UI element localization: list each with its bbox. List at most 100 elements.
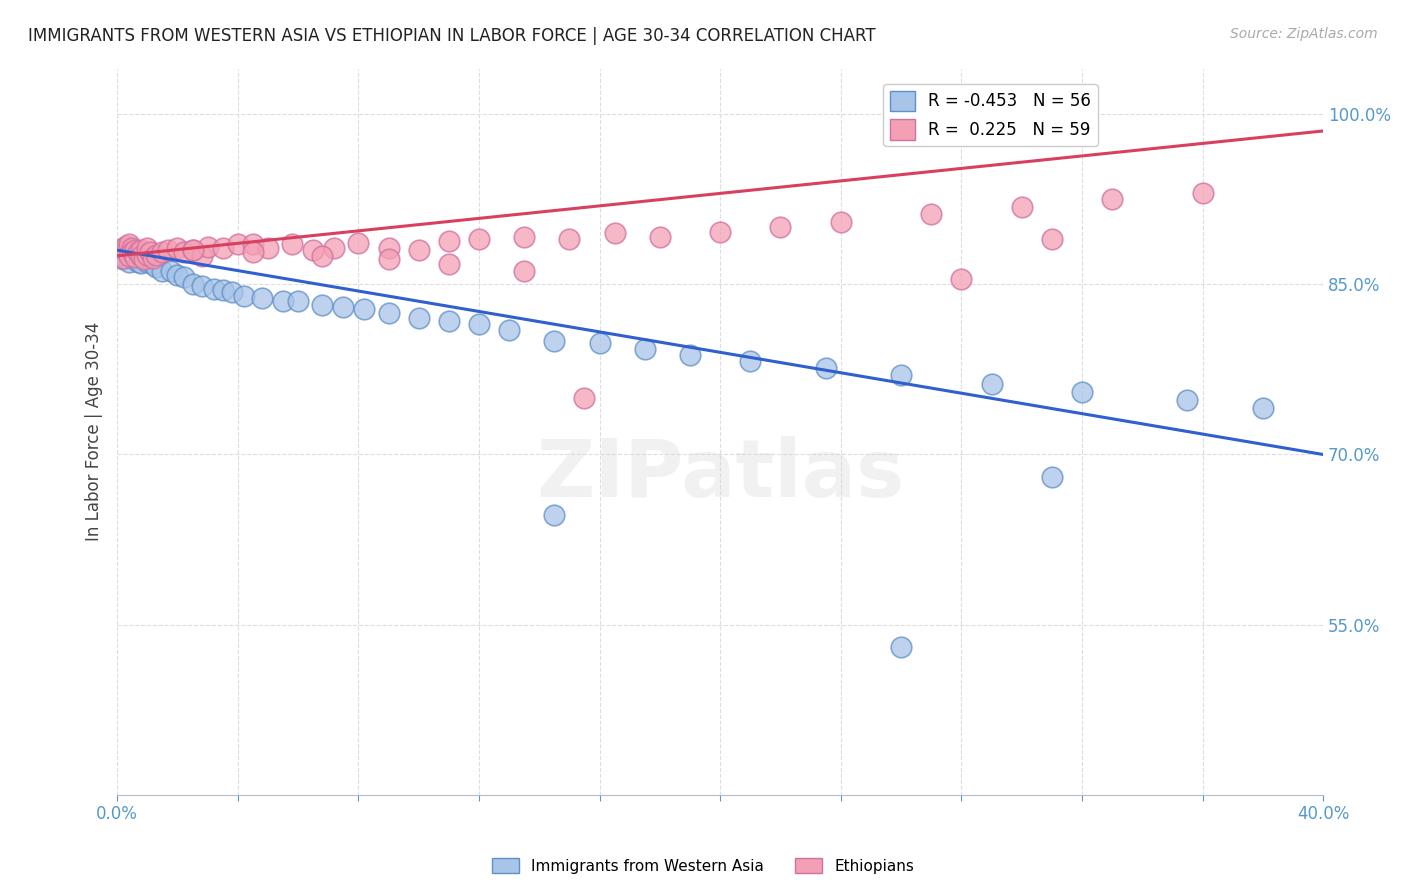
Point — [437, 234, 460, 248]
Y-axis label: In Labor Force | Age 30-34: In Labor Force | Age 30-34 — [86, 322, 103, 541]
Point — [377, 252, 399, 267]
Point — [332, 300, 354, 314]
Point — [250, 291, 273, 305]
Point — [190, 249, 212, 263]
Point — [152, 263, 174, 277]
Point — [181, 243, 204, 257]
Point — [136, 248, 159, 262]
Point — [124, 248, 146, 262]
Point — [152, 245, 174, 260]
Point — [709, 225, 731, 239]
Point — [127, 245, 149, 260]
Point — [980, 377, 1002, 392]
Point — [634, 342, 657, 356]
Point — [181, 243, 204, 257]
Point — [226, 237, 249, 252]
Point — [145, 260, 167, 275]
Point — [142, 257, 165, 271]
Point — [197, 240, 219, 254]
Point — [769, 220, 792, 235]
Point — [115, 243, 138, 257]
Point — [558, 232, 581, 246]
Point — [173, 270, 195, 285]
Point — [468, 232, 491, 246]
Point — [139, 249, 162, 263]
Point — [134, 252, 156, 267]
Point — [124, 243, 146, 257]
Point — [124, 250, 146, 264]
Point — [173, 245, 195, 260]
Point — [166, 268, 188, 282]
Point — [437, 313, 460, 327]
Point — [121, 245, 143, 260]
Text: Source: ZipAtlas.com: Source: ZipAtlas.com — [1230, 27, 1378, 41]
Point — [108, 248, 131, 262]
Point — [287, 294, 309, 309]
Point — [498, 323, 520, 337]
Point — [112, 251, 135, 265]
Point — [588, 336, 610, 351]
Point — [136, 254, 159, 268]
Point — [347, 236, 370, 251]
Point — [353, 302, 375, 317]
Point — [1101, 192, 1123, 206]
Point — [108, 248, 131, 262]
Point — [1071, 385, 1094, 400]
Point — [136, 251, 159, 265]
Point — [242, 245, 264, 260]
Point — [121, 241, 143, 255]
Point — [131, 251, 153, 265]
Point — [271, 294, 294, 309]
Point — [257, 241, 280, 255]
Point — [121, 245, 143, 260]
Point — [377, 305, 399, 319]
Point — [408, 311, 430, 326]
Point — [920, 207, 942, 221]
Point — [323, 241, 346, 255]
Point — [543, 508, 565, 522]
Point — [408, 243, 430, 257]
Point — [124, 252, 146, 267]
Point — [311, 298, 333, 312]
Point — [166, 241, 188, 255]
Point — [221, 285, 243, 300]
Point — [112, 245, 135, 260]
Point — [1040, 232, 1063, 246]
Point — [136, 241, 159, 255]
Point — [115, 244, 138, 259]
Point — [160, 263, 183, 277]
Point — [603, 226, 626, 240]
Point — [1177, 392, 1199, 407]
Point — [131, 243, 153, 257]
Point — [1040, 470, 1063, 484]
Point — [437, 257, 460, 271]
Point — [118, 254, 141, 268]
Legend: R = -0.453   N = 56, R =  0.225   N = 59: R = -0.453 N = 56, R = 0.225 N = 59 — [883, 84, 1098, 146]
Point — [1011, 200, 1033, 214]
Point — [157, 243, 180, 257]
Point — [190, 279, 212, 293]
Point — [145, 248, 167, 262]
Point — [574, 391, 596, 405]
Point — [211, 283, 233, 297]
Point — [118, 237, 141, 252]
Point — [242, 237, 264, 252]
Point — [679, 348, 702, 362]
Point — [202, 282, 225, 296]
Point — [830, 215, 852, 229]
Point — [142, 251, 165, 265]
Point — [112, 241, 135, 255]
Point — [131, 255, 153, 269]
Point — [1251, 401, 1274, 415]
Point — [139, 245, 162, 260]
Point — [814, 361, 837, 376]
Text: IMMIGRANTS FROM WESTERN ASIA VS ETHIOPIAN IN LABOR FORCE | AGE 30-34 CORRELATION: IMMIGRANTS FROM WESTERN ASIA VS ETHIOPIA… — [28, 27, 876, 45]
Point — [311, 249, 333, 263]
Point — [377, 241, 399, 255]
Point — [543, 334, 565, 348]
Legend: Immigrants from Western Asia, Ethiopians: Immigrants from Western Asia, Ethiopians — [485, 852, 921, 880]
Point — [115, 238, 138, 252]
Point — [118, 241, 141, 255]
Point — [118, 249, 141, 263]
Point — [513, 229, 536, 244]
